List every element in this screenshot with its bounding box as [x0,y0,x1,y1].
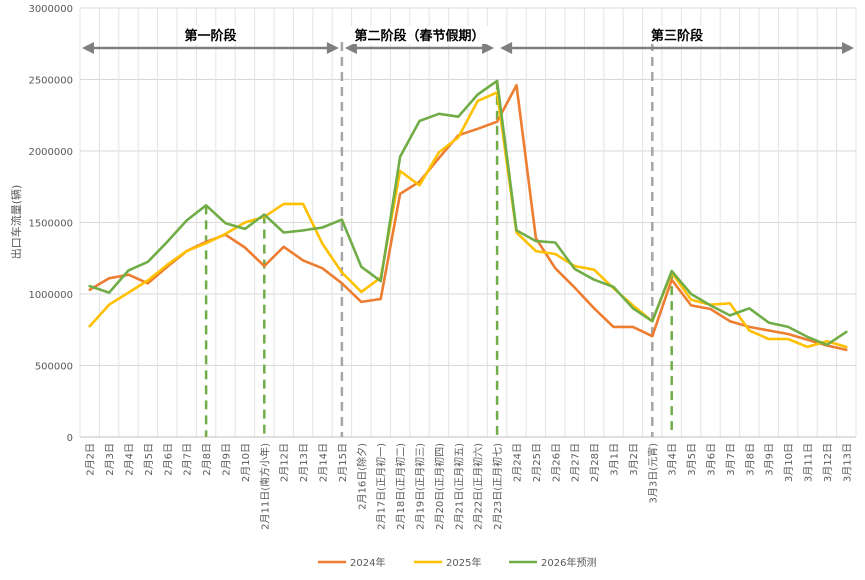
x-tick-label: 3月4日 [667,443,679,476]
phase-arrow-head-left [82,42,94,54]
phase-arrow-head-left [500,42,513,54]
x-tick-label: 2月5日 [143,443,155,476]
x-tick-label: 2月27日 [570,443,582,482]
x-tick-label: 2月15日 [337,443,349,482]
x-tick-label: 2月6日 [162,443,174,476]
phase-arrow-head-right [482,42,495,54]
reference-lines [204,42,673,437]
phase-label-bg [349,26,490,44]
x-tick-label: 2月14日 [318,443,330,482]
x-tick-label: 3月6日 [706,443,718,476]
y-tick-label: 2500000 [28,76,73,87]
y-axis-title: 出口车流量(辆) [9,185,23,260]
x-tick-label: 2月23日(正月初七) [491,443,504,530]
x-tick-label: 3月10日 [783,443,795,482]
phase-label: 第三阶段 [651,28,703,44]
x-tick-label: 3月12日 [822,443,834,482]
legend-label: 2024年 [350,556,385,569]
phase-annotations: 第一阶段 第二阶段（春节假期） 第三阶段 [82,26,854,54]
x-tick-label: 2月20日(正月初四) [433,443,446,530]
x-tick-label: 2月28日 [589,443,601,482]
phase-arrow-head-right [842,42,854,54]
x-tick-label: 2月18日(正月初二) [394,443,407,530]
x-tick-label: 3月7日 [725,443,737,476]
x-tick-label: 2月8日 [201,443,213,476]
x-tick-label: 2月4日 [124,443,136,476]
gridlines [79,7,857,438]
axes: 0 500000 1000000 1500000 2000000 2500000 30000… [28,4,856,530]
x-tick-label: 2月11日(南方小年) [258,443,271,530]
phase-label-bg [646,26,709,44]
series-lines [88,79,848,352]
x-tick-label: 3月3日(元宵) [646,443,659,504]
legend: 2024年 2025年 2026年预测 [318,556,596,569]
x-tick-label: 2月24日 [512,443,524,482]
phase-label: 第二阶段（春节假期） [354,28,484,44]
x-tick-label: 3月13日 [841,443,853,482]
x-tick-label: 2月9日 [221,443,233,476]
x-tick-label: 2月19日(正月初三) [414,443,427,530]
x-tick-label: 2月12日 [279,443,291,482]
y-tick-label: 0 [67,433,73,444]
x-tick-label: 2月3日 [104,443,116,476]
x-tick-label: 2月17日(正月初一) [375,443,388,530]
y-tick-label: 2000000 [28,147,73,158]
x-tick-label: 2月25日 [531,443,543,482]
x-tick-label: 3月9日 [764,443,776,476]
y-tick-label: 1000000 [28,290,73,301]
series-line [88,79,848,347]
x-tick-label: 2月26日 [550,443,562,482]
x-tick-label: 2月21日(正月初五) [452,443,465,530]
phase-arrow-head-right [326,42,339,54]
legend-label: 2026年预测 [541,556,596,569]
y-tick-label: 500000 [35,362,73,373]
series-line [88,91,848,349]
x-tick-label: 3月11日 [803,443,815,482]
x-tick-label: 2月10日 [240,443,252,482]
x-tick-label: 3月8日 [744,443,756,476]
x-tick-label: 3月2日 [628,443,640,476]
x-tick-label: 3月5日 [686,443,698,476]
phase-arrow-head-left [344,42,357,54]
x-tick-label: 2月13日 [298,443,310,482]
phase-label-bg [179,26,242,44]
x-tick-label: 2月16日(除夕) [355,443,368,510]
y-tick-label: 3000000 [28,4,73,15]
x-tick-label: 2月2日 [85,443,97,476]
x-tick-label: 2月7日 [182,443,194,476]
x-tick-label: 3月1日 [609,443,621,476]
x-tick-label: 2月22日(正月初六) [472,443,485,530]
y-tick-label: 1500000 [28,219,73,230]
phase-label: 第一阶段 [184,28,236,44]
legend-label: 2025年 [446,556,481,569]
